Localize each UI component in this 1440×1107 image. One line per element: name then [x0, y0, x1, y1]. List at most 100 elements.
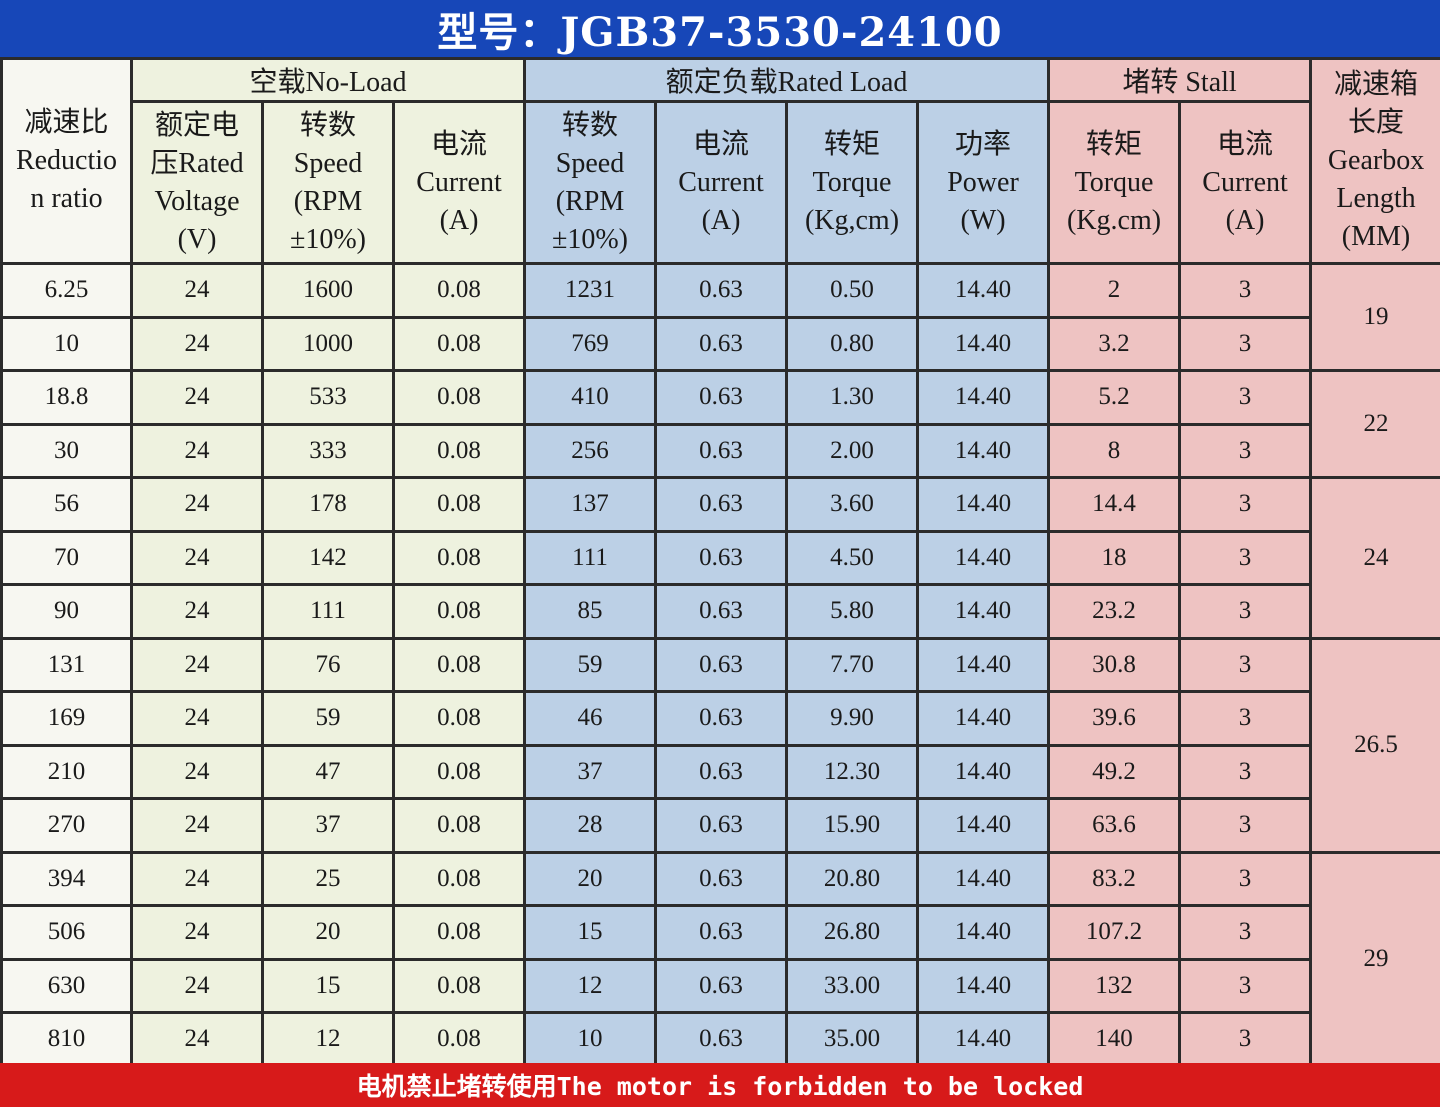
cell-rated-power: 14.40	[915, 422, 1051, 479]
cell-no-load-speed: 1000	[261, 315, 395, 372]
cell-rated-current: 0.63	[654, 797, 788, 854]
cell-rated-torque: 26.80	[785, 904, 919, 961]
cell-rated-torque: 3.60	[785, 476, 919, 533]
cell-rated-power: 14.40	[915, 797, 1051, 854]
cell-stall-current: 3	[1178, 369, 1313, 426]
cell-stall-torque: 83.2	[1047, 850, 1182, 907]
cell-no-load-speed: 178	[261, 476, 395, 533]
cell-rated-power: 14.40	[915, 636, 1051, 693]
cell-rated-speed: 28	[523, 797, 657, 854]
cell-rated-power: 14.40	[915, 743, 1051, 800]
cell-no-load-speed: 15	[261, 957, 395, 1014]
cell-rated-current: 0.63	[654, 422, 788, 479]
cell-reduction-ratio: 270	[0, 797, 133, 854]
group-rated-load: 额定负载Rated Load	[522, 57, 1051, 103]
cell-rated-speed: 85	[523, 583, 657, 640]
cell-gearbox-length: 24	[1309, 476, 1440, 640]
header-rated-speed: 转数 Speed (RPM ±10%)	[523, 100, 657, 265]
cell-gearbox-length: 26.5	[1309, 636, 1440, 854]
cell-rated-voltage: 24	[130, 476, 264, 533]
cell-no-load-current: 0.08	[392, 636, 526, 693]
cell-rated-torque: 33.00	[785, 957, 919, 1014]
table-row: 270 24 37 0.08 28 0.63 15.90 14.40 63.6 3	[0, 797, 1440, 854]
cell-stall-current: 3	[1178, 315, 1313, 372]
cell-rated-power: 14.40	[915, 369, 1051, 426]
cell-rated-speed: 37	[523, 743, 657, 800]
cell-rated-torque: 4.50	[785, 529, 919, 586]
cell-stall-torque: 107.2	[1047, 904, 1182, 961]
cell-stall-torque: 5.2	[1047, 369, 1182, 426]
cell-rated-current: 0.63	[654, 369, 788, 426]
cell-rated-voltage: 24	[130, 850, 264, 907]
cell-rated-current: 0.63	[654, 904, 788, 961]
cell-no-load-current: 0.08	[392, 850, 526, 907]
cell-rated-current: 0.63	[654, 529, 788, 586]
group-no-load: 空载No-Load	[130, 57, 526, 103]
cell-stall-torque: 39.6	[1047, 690, 1182, 747]
cell-no-load-speed: 333	[261, 422, 395, 479]
cell-rated-voltage: 24	[130, 957, 264, 1014]
cell-stall-torque: 3.2	[1047, 315, 1182, 372]
cell-rated-voltage: 24	[130, 797, 264, 854]
cell-rated-power: 14.40	[915, 529, 1051, 586]
cell-no-load-current: 0.08	[392, 369, 526, 426]
header-no-load-speed: 转数 Speed (RPM ±10%)	[261, 100, 395, 265]
cell-reduction-ratio: 6.25	[0, 262, 133, 319]
cell-stall-torque: 49.2	[1047, 743, 1182, 800]
cell-rated-current: 0.63	[654, 690, 788, 747]
table-row: 70 24 142 0.08 111 0.63 4.50 14.40 18 3	[0, 529, 1440, 586]
cell-rated-current: 0.63	[654, 636, 788, 693]
cell-rated-power: 14.40	[915, 904, 1051, 961]
cell-stall-current: 3	[1178, 1011, 1313, 1068]
cell-rated-voltage: 24	[130, 369, 264, 426]
warning-footer: 电机禁止堵转使用The motor is forbidden to be loc…	[0, 1063, 1440, 1107]
header-stall-current: 电流 Current (A)	[1178, 100, 1313, 265]
cell-no-load-current: 0.08	[392, 743, 526, 800]
cell-reduction-ratio: 131	[0, 636, 133, 693]
cell-stall-current: 3	[1178, 797, 1313, 854]
cell-reduction-ratio: 630	[0, 957, 133, 1014]
cell-stall-current: 3	[1178, 957, 1313, 1014]
cell-rated-speed: 59	[523, 636, 657, 693]
cell-stall-current: 3	[1178, 904, 1313, 961]
cell-rated-voltage: 24	[130, 904, 264, 961]
cell-rated-current: 0.63	[654, 850, 788, 907]
table-row: 131 24 76 0.08 59 0.63 7.70 14.40 30.8 3 26.5	[0, 636, 1440, 854]
cell-rated-power: 14.40	[915, 476, 1051, 533]
cell-reduction-ratio: 90	[0, 583, 133, 640]
cell-rated-speed: 769	[523, 315, 657, 372]
cell-rated-torque: 20.80	[785, 850, 919, 907]
cell-stall-current: 3	[1178, 743, 1313, 800]
cell-rated-speed: 10	[523, 1011, 657, 1068]
cell-reduction-ratio: 810	[0, 1011, 133, 1068]
cell-rated-voltage: 24	[130, 743, 264, 800]
cell-gearbox-length: 22	[1309, 369, 1440, 479]
cell-no-load-current: 0.08	[392, 476, 526, 533]
cell-no-load-current: 0.08	[392, 797, 526, 854]
cell-rated-voltage: 24	[130, 636, 264, 693]
cell-rated-current: 0.63	[654, 476, 788, 533]
table-row: 6.25 24 1600 0.08 1231 0.63 0.50 14.40 2 3 19	[0, 262, 1440, 372]
cell-stall-current: 3	[1178, 262, 1313, 319]
cell-rated-speed: 20	[523, 850, 657, 907]
header-rated-voltage: 额定电 压Rated Voltage (V)	[130, 100, 264, 265]
cell-rated-speed: 137	[523, 476, 657, 533]
cell-rated-speed: 410	[523, 369, 657, 426]
cell-no-load-speed: 533	[261, 369, 395, 426]
cell-stall-current: 3	[1178, 583, 1313, 640]
cell-no-load-speed: 59	[261, 690, 395, 747]
spec-table: 减速比 Reductio n ratio 空载No-Load 额定负载Rated…	[0, 57, 1440, 1068]
header-rated-current: 电流 Current (A)	[654, 100, 788, 265]
cell-rated-torque: 0.50	[785, 262, 919, 319]
header-gearbox-length: 减速箱 长度 Gearbox Length (MM)	[1309, 57, 1440, 265]
table-row: 210 24 47 0.08 37 0.63 12.30 14.40 49.2 3	[0, 743, 1440, 800]
cell-rated-speed: 256	[523, 422, 657, 479]
cell-stall-torque: 132	[1047, 957, 1182, 1014]
cell-no-load-speed: 76	[261, 636, 395, 693]
cell-stall-current: 3	[1178, 636, 1313, 693]
cell-rated-power: 14.40	[915, 262, 1051, 319]
cell-rated-voltage: 24	[130, 529, 264, 586]
header-rated-torque: 转矩 Torque (Kg,cm)	[785, 100, 919, 265]
table-row: 810 24 12 0.08 10 0.63 35.00 14.40 140 3	[0, 1011, 1440, 1068]
cell-rated-speed: 46	[523, 690, 657, 747]
